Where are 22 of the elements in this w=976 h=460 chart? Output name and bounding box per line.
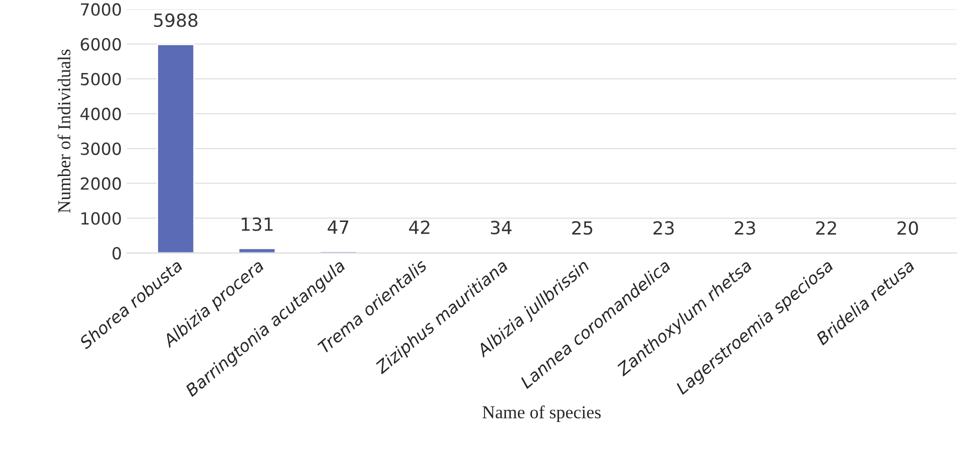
x-axis-title: Name of species	[482, 405, 601, 422]
y-tick-label: 3000	[80, 142, 121, 156]
data-label: 34	[490, 220, 512, 234]
data-label: 131	[242, 217, 273, 232]
y-tick-label: 4000	[80, 108, 121, 120]
data-label: 23	[654, 221, 674, 235]
data-label: 20	[898, 221, 918, 235]
y-axis-title: Number of Individuals	[57, 50, 70, 213]
y-tick-label: 5000	[80, 72, 121, 86]
y-tick-label: 1000	[81, 212, 121, 225]
data-label: 23	[734, 221, 756, 235]
data-label: 47	[328, 220, 348, 234]
y-tick-label: 6000	[80, 38, 121, 51]
data-label: 42	[409, 220, 430, 234]
y-tick-label: 0	[112, 246, 121, 260]
data-label: 25	[572, 221, 592, 235]
bar	[238, 248, 276, 253]
bar	[156, 44, 195, 253]
y-tick-label: 2000	[80, 177, 121, 190]
y-tick-label: 7000	[80, 3, 121, 16]
data-label: 22	[816, 221, 836, 235]
data-label: 5988	[154, 13, 198, 28]
